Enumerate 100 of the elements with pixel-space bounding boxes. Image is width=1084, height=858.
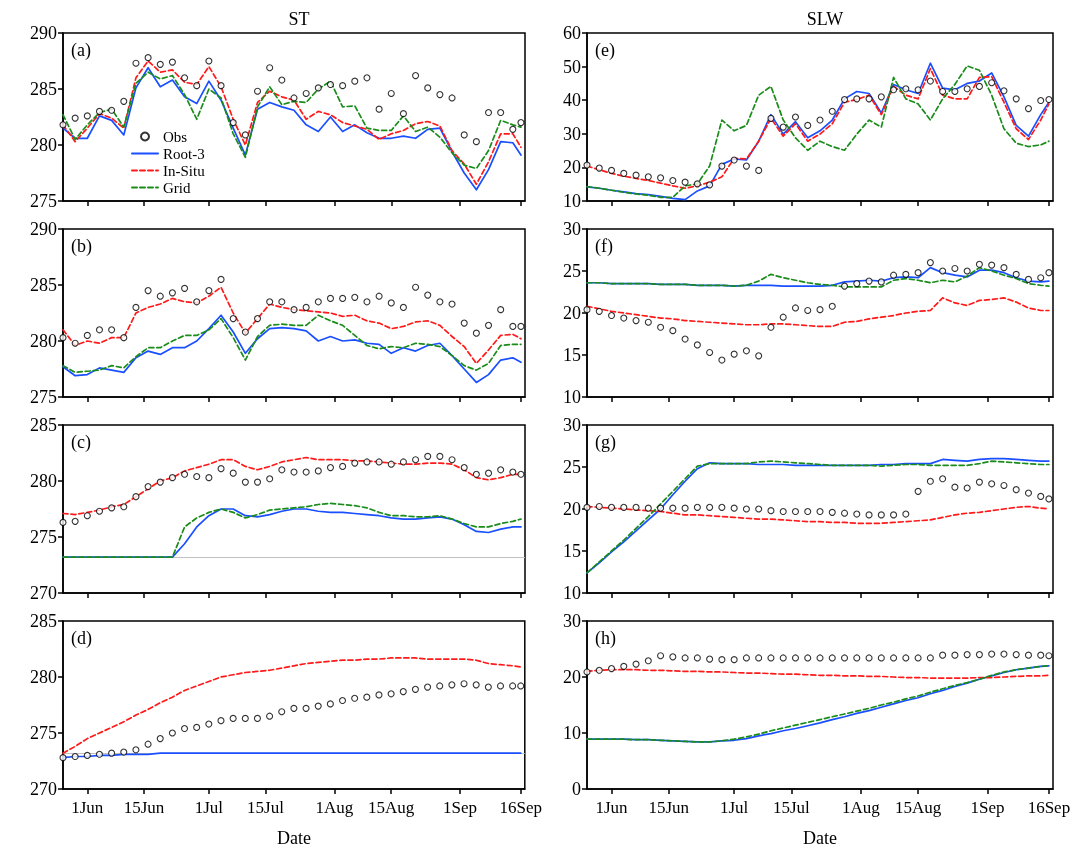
point xyxy=(853,654,861,662)
point xyxy=(620,169,628,177)
point xyxy=(351,694,359,702)
point xyxy=(108,749,116,757)
y-tick-label: 10 xyxy=(563,191,581,211)
point xyxy=(193,82,201,90)
point xyxy=(496,682,505,690)
point xyxy=(755,166,763,174)
point xyxy=(902,270,910,278)
point xyxy=(363,458,371,466)
point xyxy=(1045,652,1053,660)
x-tick-label: 1Sep xyxy=(442,798,477,817)
point xyxy=(853,95,861,103)
y-tick-label: 30 xyxy=(563,219,581,239)
legend-label: In-Situ xyxy=(163,162,206,179)
y-tick-label: 275 xyxy=(30,191,57,211)
annotation: (d) xyxy=(71,628,92,649)
point xyxy=(181,470,189,478)
point xyxy=(387,460,395,468)
x-tick-label: 15Jun xyxy=(123,798,165,817)
point xyxy=(517,119,525,127)
y-tick-label: 280 xyxy=(30,135,57,155)
y-tick-label: 15 xyxy=(563,345,581,365)
point xyxy=(939,475,947,483)
point xyxy=(229,315,237,323)
point xyxy=(314,298,322,306)
point xyxy=(816,116,824,124)
point xyxy=(424,291,432,299)
point xyxy=(168,474,176,482)
point xyxy=(132,59,140,67)
point xyxy=(484,469,493,477)
y-tick-label: 280 xyxy=(30,331,57,351)
y-tick-label: 20 xyxy=(563,303,581,323)
point xyxy=(742,654,750,662)
point xyxy=(914,654,922,662)
point xyxy=(509,468,517,476)
point xyxy=(71,517,79,525)
point xyxy=(497,466,505,474)
x-axis-title: Date xyxy=(276,828,311,848)
point xyxy=(95,507,104,515)
point xyxy=(890,271,898,279)
point xyxy=(144,483,152,491)
point xyxy=(840,509,849,517)
point xyxy=(865,654,873,662)
point xyxy=(767,654,775,662)
point xyxy=(241,131,249,139)
y-tick-label: 10 xyxy=(563,387,581,407)
point xyxy=(156,60,164,68)
point xyxy=(448,681,456,689)
point xyxy=(632,171,640,179)
point xyxy=(120,334,128,342)
point xyxy=(71,114,79,122)
point xyxy=(914,487,922,495)
y-tick-label: 20 xyxy=(563,499,581,519)
point xyxy=(363,74,371,82)
point xyxy=(290,306,298,314)
point xyxy=(412,456,420,464)
point xyxy=(963,484,971,492)
y-tick-label: 270 xyxy=(30,779,57,799)
x-axis-title: Date xyxy=(803,828,837,848)
point xyxy=(865,277,873,285)
point xyxy=(1024,275,1033,283)
point xyxy=(424,84,432,92)
point xyxy=(1024,651,1033,659)
point xyxy=(326,80,335,89)
point xyxy=(144,287,152,295)
point xyxy=(583,503,591,511)
point xyxy=(156,292,164,300)
point xyxy=(828,508,836,516)
point xyxy=(217,82,225,90)
y-tick-label: 40 xyxy=(563,90,581,111)
annotation: (c) xyxy=(71,432,91,453)
point xyxy=(83,112,91,120)
point xyxy=(865,511,873,519)
point xyxy=(517,322,525,330)
point xyxy=(517,470,525,478)
point xyxy=(816,654,824,662)
point xyxy=(632,317,640,325)
y-tick-label: 280 xyxy=(30,471,57,491)
point xyxy=(779,654,787,662)
point xyxy=(583,668,591,676)
point xyxy=(804,306,812,315)
y-tick-label: 10 xyxy=(563,583,581,603)
point xyxy=(657,652,665,660)
point xyxy=(951,651,959,659)
y-tick-label: 280 xyxy=(30,667,57,687)
point xyxy=(460,464,468,472)
point xyxy=(669,327,677,335)
point xyxy=(399,458,407,466)
y-tick-label: 285 xyxy=(30,611,57,631)
point xyxy=(83,751,91,759)
point xyxy=(657,323,665,331)
point xyxy=(120,97,128,105)
point xyxy=(926,654,934,662)
point xyxy=(706,181,714,189)
x-tick-label: 1Aug xyxy=(841,798,881,817)
point xyxy=(767,323,775,331)
point xyxy=(95,750,104,758)
point xyxy=(975,478,983,486)
point xyxy=(1012,486,1020,494)
